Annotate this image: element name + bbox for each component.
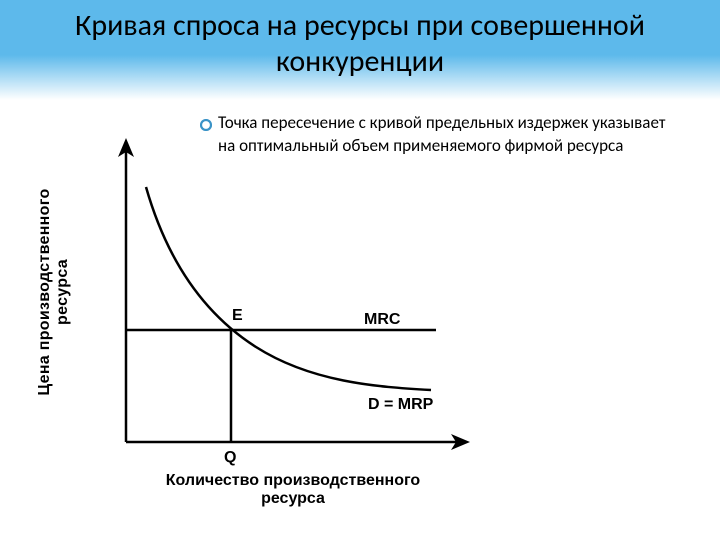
q-label: Q bbox=[224, 449, 236, 466]
chart-area: Цена производственного ресурса Количеств… bbox=[36, 112, 596, 512]
y-axis-label-line2: ресурса bbox=[54, 259, 71, 325]
x-axis-label-line1: Количество производственного bbox=[166, 472, 420, 489]
chart-svg: E MRC D = MRP Q bbox=[36, 112, 596, 512]
mrc-label: MRC bbox=[364, 311, 401, 328]
x-axis-label-line2: ресурса bbox=[261, 490, 325, 507]
slide-title: Кривая спроса на ресурсы при совершенной… bbox=[75, 7, 645, 80]
x-axis-label: Количество производственного ресурса bbox=[128, 472, 458, 508]
demand-label: D = MRP bbox=[368, 396, 434, 413]
y-axis-label: Цена производственного ресурса bbox=[36, 172, 72, 412]
point-e-label: E bbox=[232, 307, 243, 324]
demand-curve bbox=[146, 187, 431, 390]
title-banner: Кривая спроса на ресурсы при совершенной… bbox=[0, 0, 720, 100]
y-axis-label-line1: Цена производственного bbox=[36, 188, 53, 395]
